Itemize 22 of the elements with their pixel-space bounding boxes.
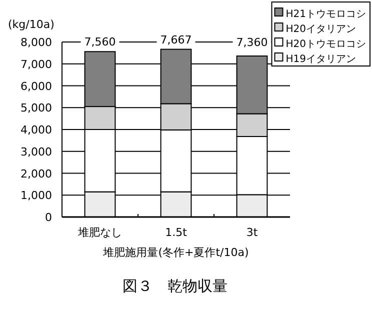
x-tick-label: 1.5t (165, 226, 188, 239)
total-label: 7,560 (84, 36, 116, 49)
total-label: 7,667 (160, 33, 192, 46)
y-tick-label: 0 (45, 211, 52, 224)
y-tick-label: 8,000 (20, 36, 52, 49)
x-axis-title: 堆肥施用量(冬作+夏作t/10a) (102, 246, 249, 259)
total-label: 7,360 (236, 36, 268, 49)
y-tick-label: 1,000 (20, 189, 52, 202)
legend-label: H20イタリアン (286, 24, 356, 35)
x-tick-label: 3t (246, 226, 258, 239)
legend-label: H21トウモロコシ (286, 9, 366, 20)
text: 図３ 乾物収量 (122, 277, 228, 295)
y-tick-label: 2,000 (20, 167, 52, 180)
y-tick-label: 4,000 (20, 124, 52, 136)
legend-label: H20トウモロコシ (286, 39, 366, 50)
legend-label: H19イタリアン (286, 54, 356, 65)
y-tick-label: 7,000 (20, 58, 52, 71)
y-tick-label: 3,000 (20, 145, 52, 158)
y-axis-title: (kg/10a) (8, 18, 54, 31)
x-tick-label: 堆肥なし (77, 226, 122, 239)
y-tick-label: 5,000 (20, 102, 52, 115)
y-tick-label: 6,000 (20, 80, 52, 93)
